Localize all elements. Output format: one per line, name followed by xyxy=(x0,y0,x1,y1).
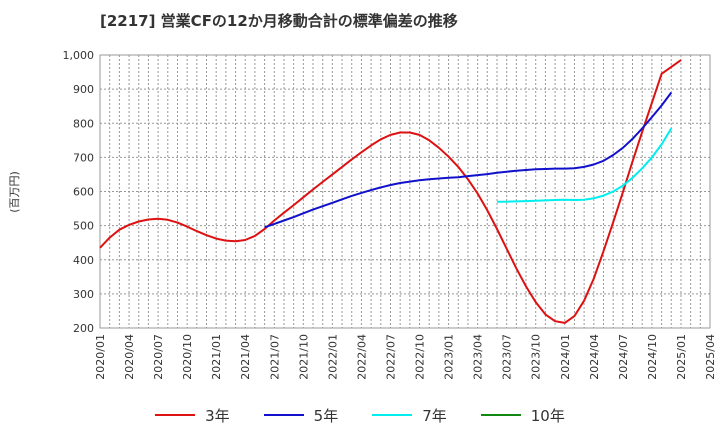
legend-swatch xyxy=(480,414,521,416)
y-tick-label: 500 xyxy=(73,220,94,233)
y-axis-ticks: 200 300 400 500 600 700 800 900 1,000 xyxy=(63,49,95,335)
y-tick-label: 1,000 xyxy=(63,49,95,62)
chart-title: [2217] 営業CFの12か月移動合計の標準偏差の推移 xyxy=(100,12,458,30)
x-tick-label: 2020/10 xyxy=(181,334,194,380)
y-axis-label: (百万円) xyxy=(8,171,21,213)
y-tick-label: 700 xyxy=(73,151,94,164)
legend-swatch xyxy=(372,414,413,416)
y-tick-label: 400 xyxy=(73,254,94,267)
x-tick-label: 2022/01 xyxy=(326,334,339,380)
series-line-7年 xyxy=(497,127,673,203)
y-tick-label: 200 xyxy=(73,322,94,335)
x-tick-label: 2025/01 xyxy=(675,334,688,380)
legend-label: 7年 xyxy=(422,406,447,425)
x-axis-ticks: 2020/01 2020/04 2020/07 2020/10 2021/01 2021/… xyxy=(94,334,717,380)
series-line-5年 xyxy=(264,91,673,229)
legend-label: 10年 xyxy=(530,406,565,425)
x-tick-label: 2020/04 xyxy=(123,334,136,380)
legend-swatch xyxy=(263,414,304,416)
x-tick-label: 2024/07 xyxy=(617,334,630,380)
x-tick-label: 2023/07 xyxy=(501,334,514,380)
y-tick-label: 600 xyxy=(73,186,94,199)
x-tick-label: 2022/07 xyxy=(384,334,397,380)
grid-layer xyxy=(99,54,711,329)
legend-label: 5年 xyxy=(313,406,339,425)
x-tick-label: 2021/04 xyxy=(239,334,252,380)
x-tick-label: 2021/01 xyxy=(210,334,223,380)
x-tick-label: 2020/07 xyxy=(152,334,165,380)
x-tick-label: 2024/04 xyxy=(588,334,601,380)
legend-item: 10年 xyxy=(480,405,565,426)
legend-item: 7年 xyxy=(372,405,447,426)
series-line-3年 xyxy=(99,59,682,324)
x-tick-label: 2022/04 xyxy=(355,334,368,380)
x-tick-label: 2023/01 xyxy=(443,334,456,380)
y-tick-label: 900 xyxy=(73,83,94,96)
x-tick-label: 2024/01 xyxy=(559,334,572,380)
x-tick-label: 2021/10 xyxy=(297,334,310,380)
legend-label: 3年 xyxy=(205,406,230,425)
legend-item: 5年 xyxy=(263,405,339,426)
y-tick-label: 800 xyxy=(73,117,94,130)
legend-swatch xyxy=(155,414,196,416)
series-layer xyxy=(99,59,682,324)
x-tick-label: 2025/04 xyxy=(704,334,717,380)
x-tick-label: 2024/10 xyxy=(646,334,659,380)
x-tick-label: 2020/01 xyxy=(94,334,107,380)
y-tick-label: 300 xyxy=(73,288,94,301)
legend-item: 3年 xyxy=(155,405,230,426)
x-tick-label: 2021/07 xyxy=(268,334,281,380)
x-tick-label: 2023/04 xyxy=(472,334,485,380)
x-tick-label: 2023/10 xyxy=(530,334,543,380)
plot-border xyxy=(99,54,711,329)
x-tick-label: 2022/10 xyxy=(414,334,427,380)
legend: 3年 5年 7年 10年 xyxy=(0,400,720,430)
